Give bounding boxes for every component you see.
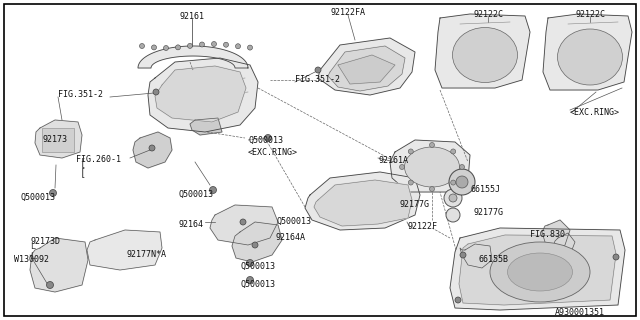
Text: 92122FA: 92122FA <box>330 8 365 17</box>
Polygon shape <box>435 14 530 88</box>
Polygon shape <box>338 55 395 84</box>
Circle shape <box>460 252 466 258</box>
Polygon shape <box>232 222 282 262</box>
Circle shape <box>246 260 253 267</box>
Text: 92161A: 92161A <box>378 156 408 165</box>
Circle shape <box>188 44 193 48</box>
Text: 92122C: 92122C <box>575 10 605 19</box>
Ellipse shape <box>557 29 623 85</box>
Polygon shape <box>138 46 248 68</box>
Polygon shape <box>450 228 625 310</box>
Polygon shape <box>314 180 412 226</box>
Text: 92122F: 92122F <box>407 222 437 231</box>
Circle shape <box>223 42 228 47</box>
Circle shape <box>163 45 168 51</box>
Circle shape <box>152 45 157 50</box>
Polygon shape <box>459 235 616 305</box>
Circle shape <box>248 45 253 50</box>
Circle shape <box>149 145 155 151</box>
Circle shape <box>240 219 246 225</box>
Circle shape <box>315 67 321 73</box>
Text: 92164A: 92164A <box>275 233 305 242</box>
Circle shape <box>236 44 241 49</box>
FancyBboxPatch shape <box>42 128 74 152</box>
Circle shape <box>455 297 461 303</box>
Text: W130092: W130092 <box>14 255 49 264</box>
Text: 92122C: 92122C <box>473 10 503 19</box>
Circle shape <box>446 208 460 222</box>
Text: FIG.830: FIG.830 <box>530 230 565 239</box>
Text: L: L <box>30 252 35 261</box>
Circle shape <box>399 164 404 170</box>
Polygon shape <box>543 14 632 90</box>
Text: [: [ <box>80 157 86 167</box>
Circle shape <box>49 189 56 196</box>
Polygon shape <box>552 233 575 260</box>
Ellipse shape <box>404 147 460 187</box>
Circle shape <box>209 187 216 194</box>
Text: FIG.351-2: FIG.351-2 <box>295 75 340 84</box>
Circle shape <box>408 149 413 154</box>
Circle shape <box>456 176 468 188</box>
Circle shape <box>429 142 435 148</box>
Text: Q500013: Q500013 <box>240 262 275 271</box>
Circle shape <box>140 44 145 49</box>
Circle shape <box>451 149 456 154</box>
Polygon shape <box>328 46 405 91</box>
Polygon shape <box>190 118 222 135</box>
Text: A930001351: A930001351 <box>555 308 605 317</box>
Circle shape <box>153 89 159 95</box>
Text: [: [ <box>80 167 86 177</box>
Text: Q500013: Q500013 <box>276 217 311 226</box>
Polygon shape <box>148 58 258 132</box>
Polygon shape <box>133 132 172 168</box>
Text: 92161: 92161 <box>179 12 205 21</box>
Text: Q500013: Q500013 <box>178 190 213 199</box>
Text: FIG.351-2: FIG.351-2 <box>58 90 103 99</box>
Circle shape <box>429 187 435 191</box>
Ellipse shape <box>452 28 518 83</box>
Text: 92177N*A: 92177N*A <box>126 250 166 259</box>
Polygon shape <box>318 38 415 95</box>
Text: 92177G: 92177G <box>473 208 503 217</box>
Circle shape <box>451 180 456 185</box>
Circle shape <box>613 254 619 260</box>
Text: <EXC.RING>: <EXC.RING> <box>570 108 620 117</box>
Text: <EXC.RING>: <EXC.RING> <box>248 148 298 157</box>
Circle shape <box>252 242 258 248</box>
Text: 92173D: 92173D <box>30 237 60 246</box>
Circle shape <box>460 164 465 170</box>
Text: Q500013: Q500013 <box>248 136 283 145</box>
Polygon shape <box>210 205 278 245</box>
Polygon shape <box>30 238 88 292</box>
Circle shape <box>200 42 205 47</box>
Circle shape <box>449 169 475 195</box>
Polygon shape <box>87 230 162 270</box>
Circle shape <box>246 276 253 284</box>
Circle shape <box>444 189 462 207</box>
Ellipse shape <box>508 253 573 291</box>
Circle shape <box>449 194 457 202</box>
Text: 92173: 92173 <box>42 135 67 144</box>
Text: Q500013: Q500013 <box>240 280 275 289</box>
Text: 66155B: 66155B <box>478 255 508 264</box>
Text: FIG.260-1: FIG.260-1 <box>76 155 121 164</box>
Text: Q500013: Q500013 <box>20 193 55 202</box>
Circle shape <box>175 45 180 50</box>
Polygon shape <box>35 120 82 158</box>
Polygon shape <box>390 140 470 192</box>
Text: 92177G: 92177G <box>399 200 429 209</box>
Circle shape <box>47 282 54 289</box>
Polygon shape <box>542 220 570 250</box>
Circle shape <box>211 42 216 46</box>
Text: 66155J: 66155J <box>470 185 500 194</box>
Circle shape <box>408 180 413 185</box>
Ellipse shape <box>490 242 590 302</box>
Text: 92164: 92164 <box>178 220 203 229</box>
Polygon shape <box>155 66 246 122</box>
Text: L: L <box>30 242 35 251</box>
Polygon shape <box>305 172 420 230</box>
Polygon shape <box>460 244 492 268</box>
Circle shape <box>264 134 271 141</box>
